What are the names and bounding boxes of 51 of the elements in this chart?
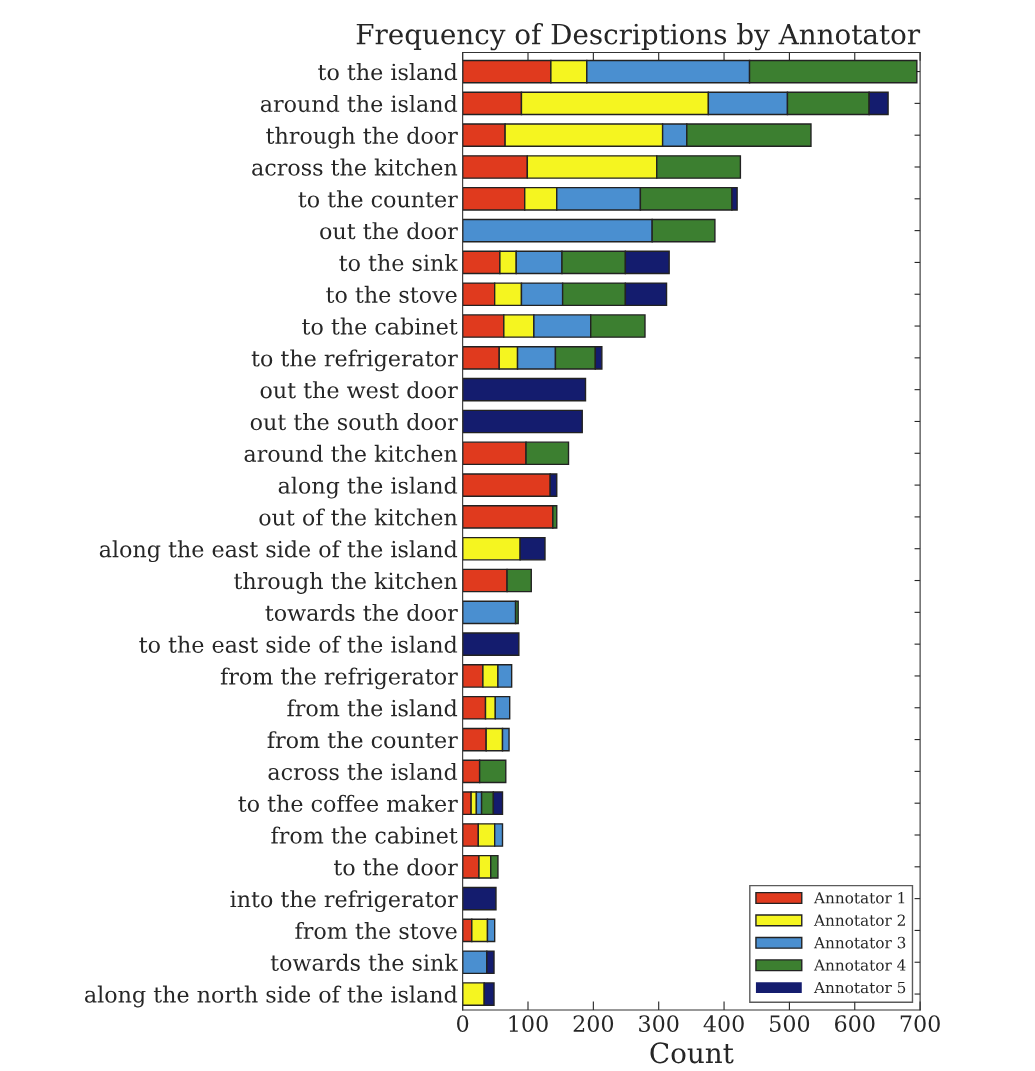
y-tick-label: to the counter (298, 190, 458, 208)
y-tick-label: across the kitchen (252, 158, 458, 176)
y-tick-label: out the south door (250, 413, 458, 431)
y-tick-label: from the counter (267, 731, 458, 749)
y-tick-label: to the door (333, 858, 458, 876)
y-tick-label: towards the sink (270, 953, 458, 971)
x-tick-label: 400 (703, 1015, 744, 1033)
y-tick-label: to the stove (326, 285, 457, 303)
x-tick-label: 200 (573, 1015, 614, 1033)
y-tick-label: from the cabinet (271, 826, 458, 844)
y-tick-label: to the sink (339, 253, 458, 272)
y-tick-label: out the west door (260, 381, 458, 399)
y-tick-label: along the island (278, 476, 458, 499)
bar (462, 377, 587, 402)
bar (462, 505, 554, 529)
y-tick-label: along the north side of the island (85, 985, 458, 1008)
y-tick-label: to the coffee maker (238, 794, 458, 812)
x-tick-label: 0 (457, 1015, 469, 1033)
y-tick-label: from the stove (295, 921, 457, 940)
y-tick-label: towards the door (265, 603, 458, 622)
x-tick-label: 700 (900, 1015, 940, 1033)
x-tick-label: 600 (835, 1015, 875, 1033)
y-tick-label: along the east side of the island (99, 540, 458, 563)
x-axis-title: Count (650, 1042, 734, 1064)
y-tick-label: around the island (260, 94, 458, 113)
y-tick-label: to the island (318, 63, 458, 81)
bar (462, 409, 583, 434)
x-tick-label: 100 (509, 1015, 548, 1033)
y-tick-label: through the door (266, 126, 458, 149)
x-tick-label: 500 (770, 1015, 810, 1033)
legend-label: Annotator 4 (813, 959, 906, 971)
bar (462, 632, 520, 656)
y-tick-label: across the island (268, 762, 458, 781)
legend-label: Annotator 3 (813, 936, 906, 949)
y-tick-label: through the kitchen (234, 572, 458, 594)
legend-label: Annotator 5 (813, 981, 906, 994)
bar (462, 600, 517, 625)
y-tick-label: out the door (320, 222, 458, 240)
x-tick-label: 300 (639, 1015, 679, 1033)
y-tick-label: to the east side of the island (139, 635, 458, 653)
y-tick-label: to the cabinet (302, 317, 458, 335)
bar (462, 886, 497, 911)
y-tick-label: around the kitchen (244, 444, 458, 463)
chart-title: Frequency of Descriptions by Annotator (356, 23, 921, 51)
y-tick-label: from the island (287, 699, 458, 717)
y-tick-label: from the refrigerator (220, 667, 458, 690)
y-tick-label: into the refrigerator (230, 890, 458, 912)
y-tick-label: out of the kitchen (259, 508, 458, 526)
y-tick-label: to the refrigerator (251, 349, 458, 372)
legend-label: Annotator 2 (813, 914, 905, 926)
legend-label: Annotator 1 (813, 891, 905, 904)
